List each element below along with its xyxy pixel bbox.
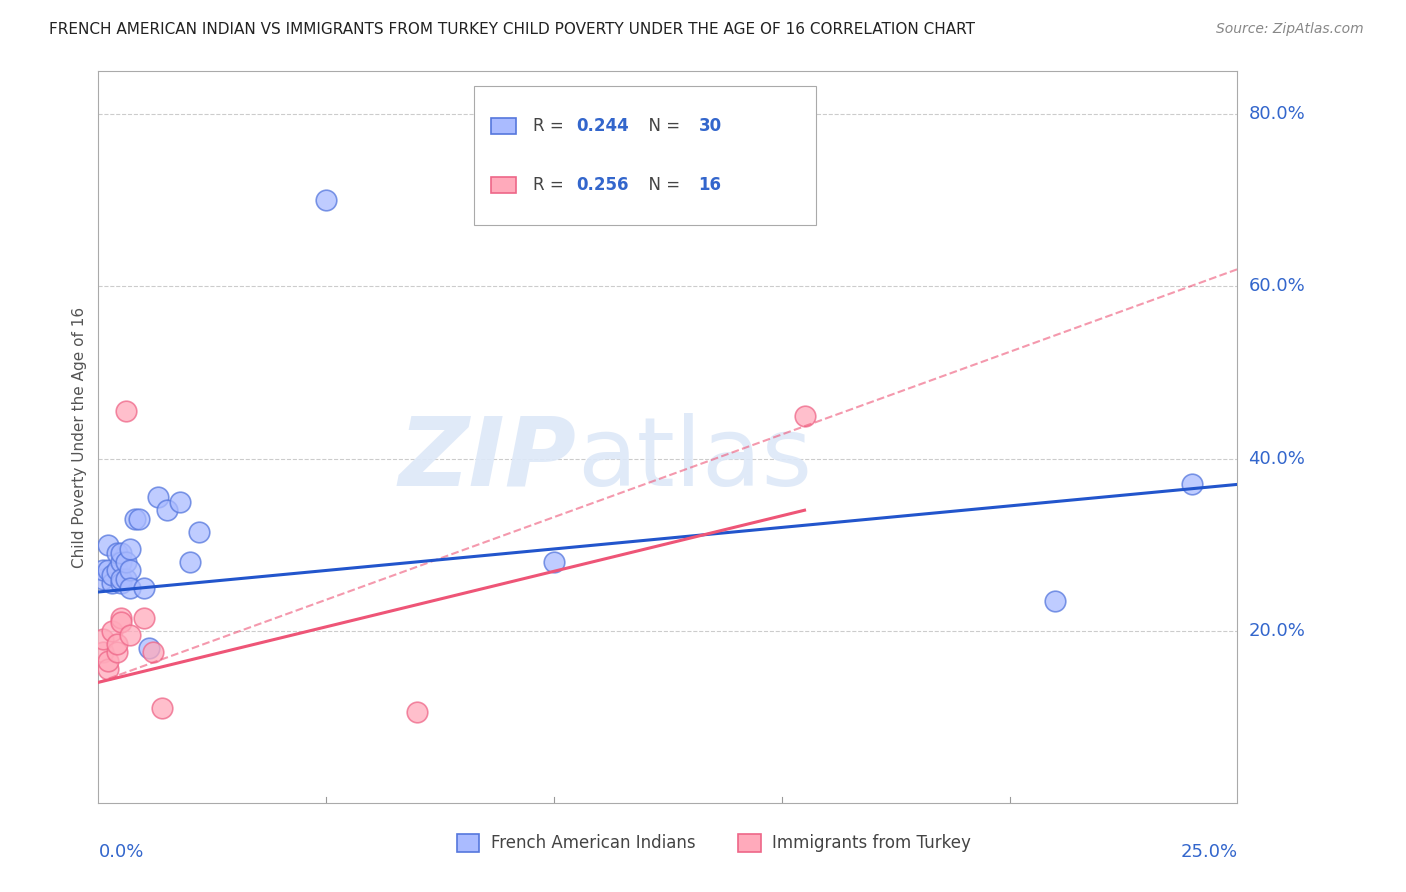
Point <box>91 645 114 659</box>
Text: 60.0%: 60.0% <box>1249 277 1305 295</box>
Text: 0.244: 0.244 <box>576 117 630 136</box>
Point <box>101 576 124 591</box>
Text: atlas: atlas <box>576 412 811 506</box>
Point <box>169 494 191 508</box>
Text: 80.0%: 80.0% <box>1249 105 1305 123</box>
Point <box>110 572 132 586</box>
Point <box>105 546 128 560</box>
Point <box>120 541 142 556</box>
Text: 40.0%: 40.0% <box>1249 450 1305 467</box>
Point <box>114 572 136 586</box>
Text: ZIP: ZIP <box>399 412 576 506</box>
Point <box>91 572 114 586</box>
Point <box>120 581 142 595</box>
Text: 0.0%: 0.0% <box>98 843 143 861</box>
Point <box>142 645 165 659</box>
Point <box>96 654 118 668</box>
Point <box>91 632 114 647</box>
Point <box>138 640 160 655</box>
Point <box>315 194 337 208</box>
Text: French American Indians: French American Indians <box>491 834 696 852</box>
Y-axis label: Child Poverty Under the Age of 16: Child Poverty Under the Age of 16 <box>72 307 87 567</box>
Text: R =: R = <box>533 117 569 136</box>
Text: Immigrants from Turkey: Immigrants from Turkey <box>772 834 970 852</box>
Point <box>114 555 136 569</box>
Point <box>124 512 146 526</box>
Point <box>110 546 132 560</box>
Text: 0.256: 0.256 <box>576 176 630 194</box>
Point <box>1043 593 1066 607</box>
Point <box>132 581 155 595</box>
Point <box>114 404 136 418</box>
Text: 25.0%: 25.0% <box>1180 843 1237 861</box>
Point <box>150 701 173 715</box>
Point <box>96 564 118 578</box>
Point <box>110 576 132 591</box>
Point <box>110 555 132 569</box>
Text: FRENCH AMERICAN INDIAN VS IMMIGRANTS FROM TURKEY CHILD POVERTY UNDER THE AGE OF : FRENCH AMERICAN INDIAN VS IMMIGRANTS FRO… <box>49 22 976 37</box>
Point <box>187 524 209 539</box>
Point <box>1181 477 1204 491</box>
Point <box>793 409 815 423</box>
Point <box>96 662 118 676</box>
Text: N =: N = <box>638 176 686 194</box>
Point <box>128 512 150 526</box>
Point <box>132 611 155 625</box>
Bar <box>491 177 516 193</box>
Bar <box>474 86 815 225</box>
Point <box>110 611 132 625</box>
Point <box>156 503 179 517</box>
Point <box>110 615 132 629</box>
Text: Source: ZipAtlas.com: Source: ZipAtlas.com <box>1216 22 1364 37</box>
Text: N =: N = <box>638 117 686 136</box>
Text: 20.0%: 20.0% <box>1249 622 1305 640</box>
Point <box>101 567 124 582</box>
Point <box>120 564 142 578</box>
Point <box>91 564 114 578</box>
Point <box>120 628 142 642</box>
Point <box>179 555 201 569</box>
Point <box>105 564 128 578</box>
Text: R =: R = <box>533 176 569 194</box>
Bar <box>491 118 516 135</box>
Point <box>105 637 128 651</box>
Point <box>105 645 128 659</box>
Point <box>101 624 124 638</box>
Text: 16: 16 <box>699 176 721 194</box>
Point <box>406 706 429 720</box>
Text: 30: 30 <box>699 117 721 136</box>
Point <box>146 491 169 505</box>
Point <box>543 555 565 569</box>
Point <box>96 538 118 552</box>
